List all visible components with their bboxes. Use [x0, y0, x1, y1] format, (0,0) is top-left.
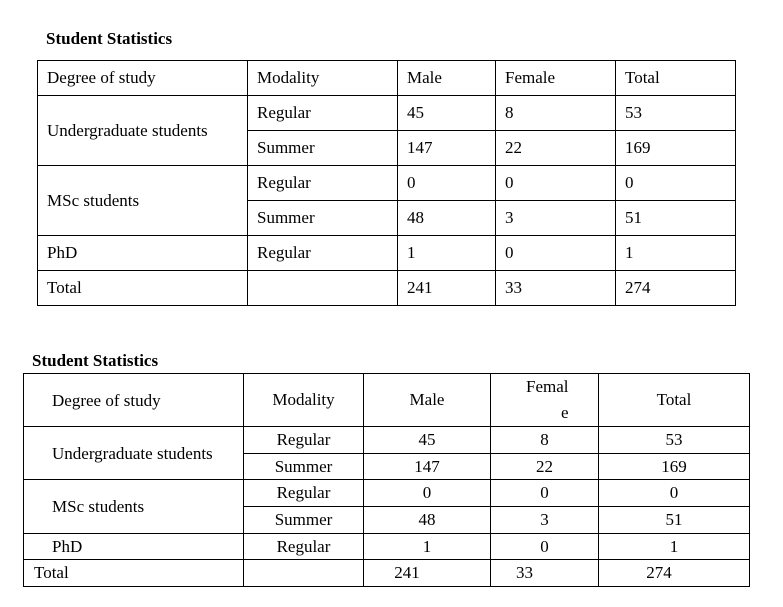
number-cell: 48: [363, 506, 491, 534]
degree-cell: PhD: [23, 532, 244, 561]
number-cell: 8: [490, 426, 599, 454]
number-cell: 0: [490, 479, 599, 508]
total-label: Total: [23, 559, 244, 588]
modality-cell: Summer: [247, 130, 398, 166]
number-cell: 1: [598, 532, 750, 561]
number-cell: 22: [495, 130, 616, 166]
degree-cell: Undergraduate students: [23, 425, 244, 481]
modality-cell: Regular: [247, 165, 398, 201]
number-cell: 147: [397, 130, 496, 166]
degree-cell: MSc students: [23, 479, 244, 534]
modality-cell: Regular: [247, 235, 398, 271]
total-row: Total 241 33 274: [23, 559, 750, 588]
modality-cell: Summer: [243, 452, 364, 481]
data-row: Undergraduate students Regular 45 8 53: [37, 95, 736, 166]
number-cell: 0: [397, 165, 496, 201]
modality-cell: Summer: [247, 200, 398, 236]
data-row: MSc students Regular 0 0 0: [23, 479, 750, 534]
data-row: Summer 48 3 51: [24, 506, 750, 534]
number-cell: 0: [495, 235, 616, 271]
data-row: PhD Regular 1 0 1: [23, 532, 750, 561]
total-cell: 241: [363, 559, 491, 588]
header-cell: Degree of study: [37, 60, 248, 96]
number-cell: 3: [495, 200, 616, 236]
total-label: Total: [37, 270, 248, 306]
empty-cell: [243, 559, 364, 588]
data-row: Summer 147 22 169: [38, 130, 736, 166]
data-row: Summer 48 3 51: [38, 200, 736, 236]
number-cell: 169: [615, 130, 736, 166]
number-cell: 53: [615, 95, 736, 131]
modality-cell: Summer: [243, 506, 364, 534]
header-cell: Modality: [243, 373, 364, 427]
number-cell: 0: [598, 479, 750, 508]
number-cell: 22: [490, 452, 599, 481]
modality-cell: Regular: [247, 95, 398, 131]
header-cell: Female: [490, 373, 599, 427]
data-row: PhD Regular 1 0 1: [37, 235, 736, 271]
header-cell: Female: [495, 60, 616, 96]
header-row: Degree of study Modality Male Female Total: [37, 60, 736, 96]
number-cell: 147: [363, 452, 491, 481]
data-table: Degree of study Modality Male Female Total Un…: [23, 373, 750, 588]
table-title: Student Statistics: [46, 29, 173, 48]
total-cell: 274: [615, 270, 736, 306]
header-row: Degree of study Modality Male Female Total: [23, 373, 750, 427]
degree-cell: Undergraduate students: [37, 95, 248, 166]
data-row: MSc students Regular 0 0 0: [37, 165, 736, 236]
modality-cell: Regular: [243, 426, 364, 454]
header-cell: Male: [397, 60, 496, 96]
number-cell: 1: [397, 235, 496, 271]
total-cell: 274: [598, 559, 750, 588]
total-row: Total 241 33 274: [37, 270, 736, 306]
number-cell: 48: [397, 200, 496, 236]
degree-cell: MSc students: [37, 165, 248, 236]
data-table: Degree of study Modality Male Female Total Un…: [37, 60, 736, 306]
number-cell: 8: [495, 95, 616, 131]
number-cell: 0: [363, 479, 491, 508]
table-title: Student Statistics: [32, 351, 159, 370]
number-cell: 51: [615, 200, 736, 236]
number-cell: 1: [363, 532, 491, 561]
degree-cell: PhD: [37, 235, 248, 271]
number-cell: 169: [598, 452, 750, 481]
number-cell: 0: [615, 165, 736, 201]
number-cell: 45: [397, 95, 496, 131]
number-cell: 1: [615, 235, 736, 271]
header-cell: Modality: [247, 60, 398, 96]
number-cell: 51: [598, 506, 750, 534]
header-cell: Male: [363, 373, 491, 427]
header-cell: Total: [615, 60, 736, 96]
total-cell: 33: [495, 270, 616, 306]
number-cell: 45: [363, 426, 491, 454]
modality-cell: Regular: [243, 479, 364, 508]
header-cell: Degree of study: [23, 373, 244, 427]
number-cell: 3: [490, 506, 599, 534]
number-cell: 0: [495, 165, 616, 201]
modality-cell: Regular: [243, 532, 364, 561]
header-text: Female: [526, 377, 569, 422]
number-cell: 0: [490, 532, 599, 561]
data-row: Summer 147 22 169: [24, 452, 750, 481]
number-cell: 53: [598, 426, 750, 454]
empty-cell: [247, 270, 398, 306]
header-cell: Total: [598, 373, 750, 427]
total-cell: 33: [490, 559, 599, 588]
data-row: Undergraduate students Regular 45 8 53: [23, 425, 750, 481]
total-cell: 241: [397, 270, 496, 306]
